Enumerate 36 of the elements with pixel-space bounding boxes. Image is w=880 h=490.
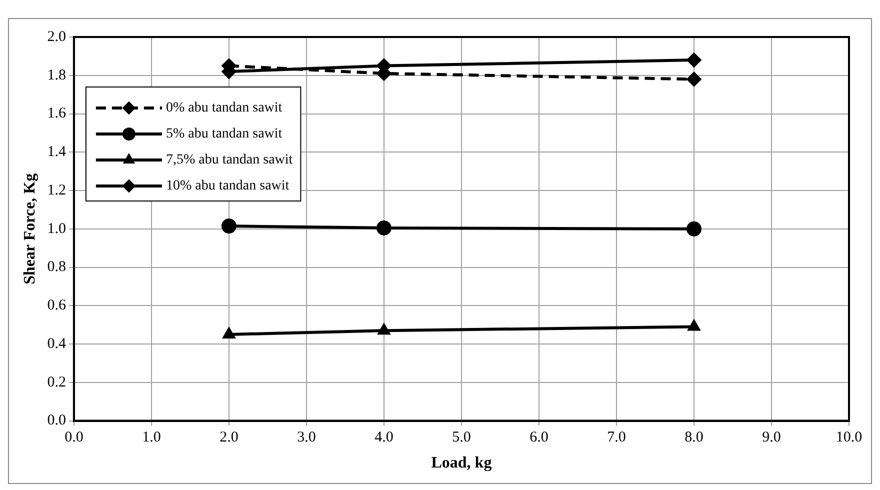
y-tick-label: 1.6	[47, 106, 66, 122]
point	[376, 220, 392, 236]
legend-label: 0% abu tandan sawit	[166, 100, 282, 116]
y-tick-label: 1.2	[47, 182, 66, 198]
x-tick-label: 0.0	[64, 430, 84, 446]
x-tick-label: 1.0	[142, 430, 161, 446]
y-tick-label: 0.0	[47, 412, 66, 429]
y-tick-label: 1.8	[47, 67, 66, 84]
x-tick-label: 3.0	[297, 430, 316, 446]
y-tick-label: 0.6	[47, 298, 66, 314]
x-tick-label: 9.0	[762, 430, 781, 446]
point	[377, 323, 391, 335]
legend-label: 10% abu tandan sawit	[166, 178, 290, 194]
x-tick-label: 5.0	[452, 430, 471, 446]
y-tick-label: 1.0	[47, 220, 66, 237]
y-tick-label: 0.4	[47, 336, 66, 352]
x-tick-label: 2.0	[220, 430, 238, 446]
x-tick-label: 7.0	[607, 430, 626, 446]
point	[686, 52, 702, 68]
x-axis-title: Load, kg	[431, 454, 492, 472]
x-tick-label: 4.0	[374, 430, 394, 446]
point	[222, 326, 236, 338]
point	[686, 221, 702, 236]
y-tick-label: 0.8	[47, 259, 66, 276]
y-tick-label: 1.4	[47, 144, 66, 160]
x-tick-label: 6.0	[530, 430, 548, 446]
legend-label: 5% abu tandan sawit	[166, 126, 282, 142]
legend-label: 7,5% abu tandan sawit	[166, 152, 293, 168]
y-axis-title: Shear Force, Kg	[22, 173, 39, 284]
point	[221, 218, 236, 234]
x-tick-label: 10.0	[836, 430, 862, 446]
x-tick-label: 8.0	[684, 430, 704, 446]
point	[686, 72, 702, 87]
y-tick-label: 0.2	[47, 374, 66, 390]
point	[687, 319, 701, 331]
y-tick-label: 2.0	[47, 28, 66, 45]
